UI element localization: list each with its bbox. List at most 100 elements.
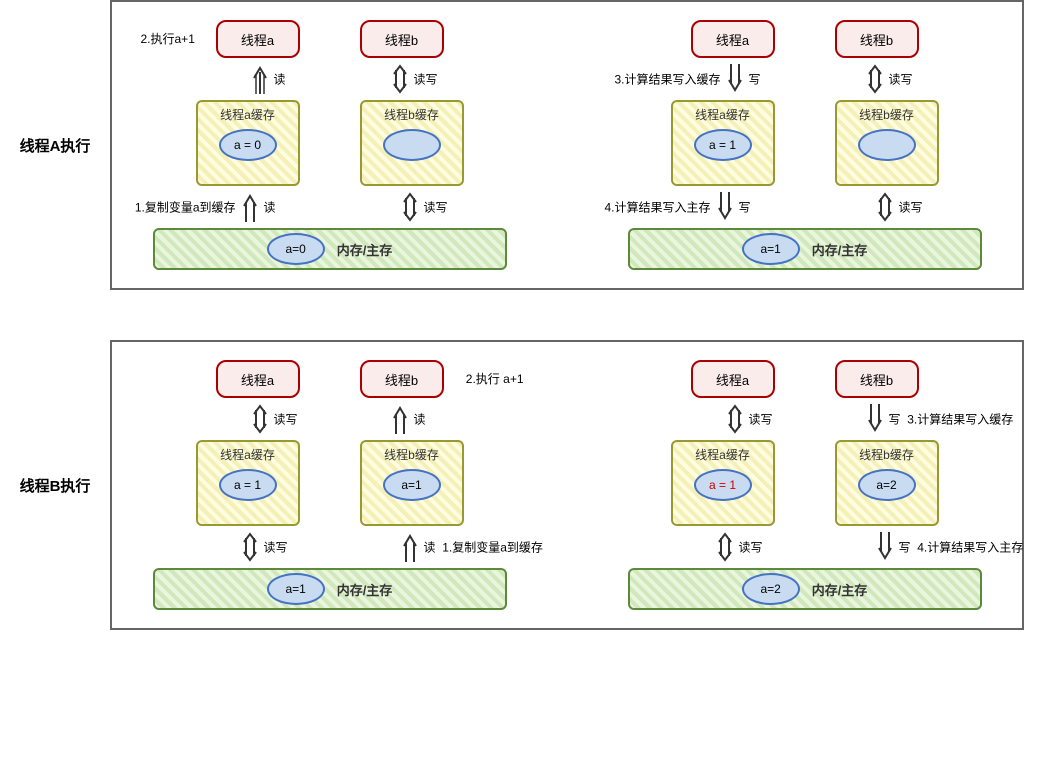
arrow-cell: 读写	[675, 532, 775, 562]
b-left-threads: 线程a 线程b 2.执行 a+1	[216, 360, 444, 398]
a-left-cache-arrows: 读 1.复制变量a到缓存 读写	[132, 192, 527, 222]
arrow-double-icon: 读写	[867, 64, 883, 94]
mem-ellipse: a=1	[742, 233, 800, 265]
cache-title: 线程b缓存	[859, 446, 914, 463]
section-a-title: 线程A执行	[0, 135, 110, 156]
arrow-cell: 读 1.复制变量a到缓存	[360, 532, 460, 562]
cache-ellipse: a = 1	[694, 469, 752, 501]
arrow-label: 写	[749, 71, 761, 88]
arrow-label: 读写	[889, 71, 913, 88]
arrow-label: 读写	[749, 411, 773, 428]
thread-box: 线程a	[691, 20, 775, 58]
section-a-box: 2.执行a+1 线程a 线程b 读 读写	[110, 0, 1024, 290]
cache-ellipse: a=1	[383, 469, 441, 501]
arrow-down-icon: 写 4.计算结果写入主存	[717, 192, 733, 222]
arrow-label: 读写	[424, 199, 448, 216]
cache-title: 线程b缓存	[859, 106, 914, 123]
cache-title: 线程b缓存	[384, 446, 439, 463]
arrow-label: 读写	[899, 199, 923, 216]
arrow-double-icon: 读写	[402, 192, 418, 222]
cache-box: 线程b缓存 a=1	[360, 440, 464, 526]
section-b-title: 线程B执行	[0, 475, 110, 496]
cache-ellipse: a = 1	[219, 469, 277, 501]
arrow-cell: 读写	[695, 404, 775, 434]
step-a-top-left: 2.执行a+1	[141, 30, 195, 47]
arrow-double-icon: 读写	[727, 404, 743, 434]
arrow-cell: 读	[360, 404, 440, 434]
arrow-cell: 读写	[360, 64, 440, 94]
cache-title: 线程b缓存	[384, 106, 439, 123]
cache-ellipse: a = 0	[219, 129, 277, 161]
arrow-cell: 读写	[200, 532, 300, 562]
cache-box: 线程a缓存 a = 1	[196, 440, 300, 526]
thread-box: 线程a	[691, 360, 775, 398]
b-right-threads: 线程a 线程b	[691, 360, 919, 398]
cache-title: 线程a缓存	[695, 446, 750, 463]
arrow-label: 读	[264, 199, 276, 216]
arrow-double-icon: 读写	[877, 192, 893, 222]
arrow-down-icon: 写 3.计算结果写入缓存	[867, 404, 883, 434]
arrow-label-text: 写	[899, 541, 911, 555]
arrow-up-icon: 读	[392, 404, 408, 434]
arrow-double-icon: 读写	[252, 404, 268, 434]
a-left-threads: 2.执行a+1 线程a 线程b	[216, 20, 444, 58]
cache-ellipse	[383, 129, 441, 161]
thread-box: 线程b	[835, 360, 919, 398]
a-right-cache-arrows: 写 4.计算结果写入主存 读写	[607, 192, 1002, 222]
arrow-label: 读 1.复制变量a到缓存	[424, 539, 543, 556]
arrow-label-text: 读	[424, 541, 436, 555]
cache-box: 线程a缓存 a = 1	[671, 100, 775, 186]
arrow-up-icon: 读 1.复制变量a到缓存	[402, 532, 418, 562]
arrow-label: 读	[414, 411, 426, 428]
step-label-text: 1.复制变量a到缓存	[442, 541, 543, 555]
arrow-cell: 写 4.计算结果写入主存	[675, 192, 775, 222]
arrow-cell: 写 3.计算结果写入缓存	[695, 64, 775, 94]
section-b-box: 线程a 线程b 2.执行 a+1 读写 读	[110, 340, 1024, 630]
section-a: 线程A执行 2.执行a+1 线程a 线程b 读	[0, 0, 1046, 290]
arrow-label: 写	[739, 199, 751, 216]
b-left-thread-arrows: 读写 读	[132, 404, 527, 434]
section-b-right: 线程a 线程b 读写 写 3.计算结果写入缓存	[607, 360, 1002, 610]
arrow-label-text: 写	[889, 413, 901, 427]
arrow-label: 读写	[274, 411, 298, 428]
arrow-label: 读	[274, 71, 286, 88]
mem-ellipse: a=1	[267, 573, 325, 605]
arrow-cell: 读 1.复制变量a到缓存	[200, 192, 300, 222]
step-label: 3.计算结果写入缓存	[614, 71, 720, 88]
b-right-caches: 线程a缓存 a = 1 线程b缓存 a=2	[671, 440, 939, 526]
section-b: 线程B执行 线程a 线程b 2.执行 a+1 读写	[0, 340, 1046, 630]
cache-box: 线程b缓存	[835, 100, 939, 186]
memory-box: a=2 内存/主存	[628, 568, 982, 610]
cache-title: 线程a缓存	[220, 446, 275, 463]
a-left-caches: 线程a缓存 a = 0 线程b缓存	[196, 100, 464, 186]
cache-title: 线程a缓存	[695, 106, 750, 123]
thread-box: 线程b	[835, 20, 919, 58]
arrow-cell: 读	[220, 64, 300, 94]
cache-ellipse	[858, 129, 916, 161]
memory-box: a=0 内存/主存	[153, 228, 507, 270]
step-label: 1.复制变量a到缓存	[135, 199, 236, 216]
cache-box: 线程b缓存	[360, 100, 464, 186]
thread-box: 线程b	[360, 20, 444, 58]
b-left-caches: 线程a缓存 a = 1 线程b缓存 a=1	[196, 440, 464, 526]
cache-box: 线程b缓存 a=2	[835, 440, 939, 526]
arrow-cell: 读写	[835, 192, 935, 222]
arrow-double-icon: 读写	[717, 532, 733, 562]
thread-box: 线程b	[360, 360, 444, 398]
b-left-cache-arrows: 读写 读 1.复制变量a到缓存	[132, 532, 527, 562]
cache-title: 线程a缓存	[220, 106, 275, 123]
arrow-label: 读写	[264, 539, 288, 556]
mem-ellipse: a=0	[267, 233, 325, 265]
arrow-down-icon: 写 3.计算结果写入缓存	[727, 64, 743, 94]
arrow-cell: 写 3.计算结果写入缓存	[835, 404, 915, 434]
mem-ellipse: a=2	[742, 573, 800, 605]
arrow-cell: 读写	[835, 64, 915, 94]
arrow-up-icon: 读 1.复制变量a到缓存	[242, 192, 258, 222]
section-a-right: 线程a 线程b 写 3.计算结果写入缓存 读写	[607, 20, 1002, 270]
a-right-caches: 线程a缓存 a = 1 线程b缓存	[671, 100, 939, 186]
arrow-label: 读写	[739, 539, 763, 556]
a-right-thread-arrows: 写 3.计算结果写入缓存 读写	[607, 64, 1002, 94]
memory-box: a=1 内存/主存	[628, 228, 982, 270]
mem-label: 内存/主存	[337, 580, 393, 599]
cache-ellipse: a = 1	[694, 129, 752, 161]
